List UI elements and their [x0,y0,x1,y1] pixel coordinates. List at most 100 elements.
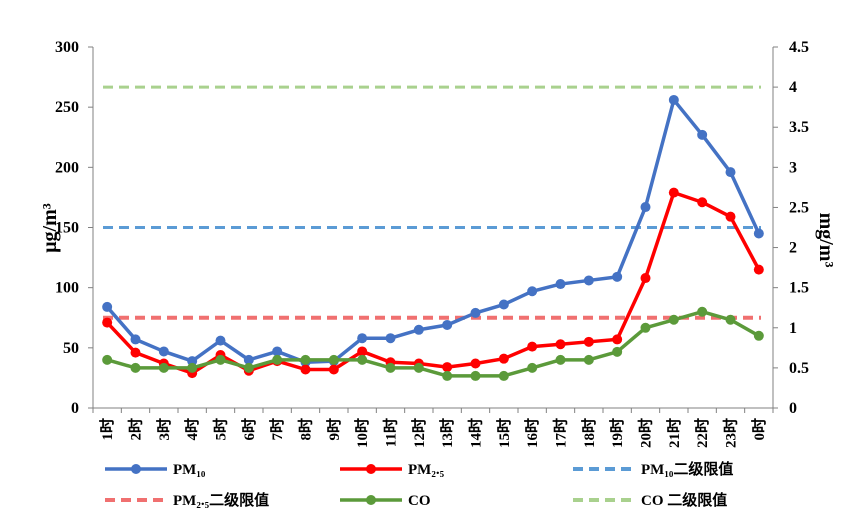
data-point [102,317,113,328]
y-right-tick-label: 3 [789,159,797,176]
data-point [725,211,736,222]
data-point [215,335,226,346]
x-tick-label: 5时 [213,418,230,441]
y-left-tick-label: 300 [55,39,79,56]
x-tick-label: 17时 [553,418,570,448]
y-left-tick-label: 50 [63,340,79,357]
axes-layer [88,46,778,413]
legend-item: PM₂.₅二级限值 [105,491,269,509]
data-point [442,319,453,330]
x-tick-label: 4时 [184,418,201,441]
data-point [640,273,651,284]
tick-labels: 0 50 100 150 200 250 300 0 0.5 1 1.5 2 2.5 3 3.5 4 4.5 1时… [55,39,809,448]
legend-label: PM₁₀ [173,462,206,478]
data-point [527,341,538,352]
data-point [498,370,509,381]
y-right-tick-label: 4.5 [789,39,809,56]
data-point [272,354,283,365]
data-point [357,333,368,344]
x-tick-label: 6时 [241,418,258,441]
x-tick-label: 3时 [156,418,173,441]
data-point [470,358,481,369]
data-point [357,346,368,357]
data-point [328,354,339,365]
data-point [385,362,396,373]
data-point [243,354,254,365]
data-point [527,362,538,373]
data-point [498,353,509,364]
x-tick-label: 9时 [326,418,343,441]
x-tick-label: 10时 [354,418,371,448]
data-point [130,362,141,373]
x-tick-label: 14时 [468,418,485,448]
y-left-tick-label: 200 [55,159,79,176]
data-point [583,354,594,365]
legend-item: PM₂.₅ [340,462,445,478]
data-point [130,347,141,358]
data-point [583,336,594,347]
data-point [697,306,708,317]
data-point [300,364,311,375]
x-tick-label: 21时 [666,418,683,448]
data-point [158,362,169,373]
data-point [413,324,424,335]
y-right-tick-label: 1.5 [789,280,809,297]
x-tick-label: 18时 [581,418,598,448]
legend-item: CO [340,493,431,509]
series-line [105,190,761,375]
data-point [385,333,396,344]
data-point [725,167,736,178]
data-point [187,362,198,373]
x-tick-label: 13时 [439,418,456,448]
data-point [498,299,509,310]
data-point [470,370,481,381]
data-point [527,286,538,297]
data-point [555,354,566,365]
data-point [640,202,651,213]
reference-lines [103,85,761,320]
data-point [697,129,708,140]
x-tick-label: 8时 [298,418,315,441]
legend-label: PM₂.₅二级限值 [173,491,269,509]
y-right-tick-label: 4 [789,79,797,96]
data-point [612,271,623,282]
y-right-tick-label: 0.5 [789,360,809,377]
x-tick-label: 2时 [128,418,145,441]
data-point [102,301,113,312]
y-axis-left-title: μg/m³ [39,203,61,253]
x-tick-label: 11时 [383,418,400,447]
legend-label: CO 二级限值 [641,491,727,509]
y-right-tick-label: 2.5 [789,199,809,216]
y-right-tick-label: 0 [789,400,797,417]
legend-item: PM₁₀二级限值 [573,460,733,478]
legend-marker-swatch [366,495,376,505]
legend-label: PM₂.₅ [408,462,445,478]
data-point [102,354,113,365]
legend-label: CO [408,493,431,509]
data-point [753,228,764,239]
legend-marker-swatch [366,464,376,474]
data-point [555,279,566,290]
data-point [215,354,226,365]
data-point [697,197,708,208]
x-tick-label: 20时 [638,418,655,448]
y-left-tick-label: 150 [55,220,79,237]
x-tick-label: 16时 [524,418,541,448]
y-left-tick-label: 0 [71,400,79,417]
data-point [583,275,594,286]
data-point [668,94,679,105]
data-point [725,314,736,325]
x-tick-label: 22时 [694,418,711,448]
x-tick-label: 23时 [723,418,740,448]
data-point [640,322,651,333]
data-point [243,362,254,373]
data-point [442,362,453,373]
data-point [668,314,679,325]
y-left-tick-label: 100 [55,280,79,297]
y-axis-right-title: mg/m³ [815,213,837,268]
y-left-tick-label: 250 [55,99,79,116]
data-point [328,364,339,375]
series-line [105,98,761,365]
